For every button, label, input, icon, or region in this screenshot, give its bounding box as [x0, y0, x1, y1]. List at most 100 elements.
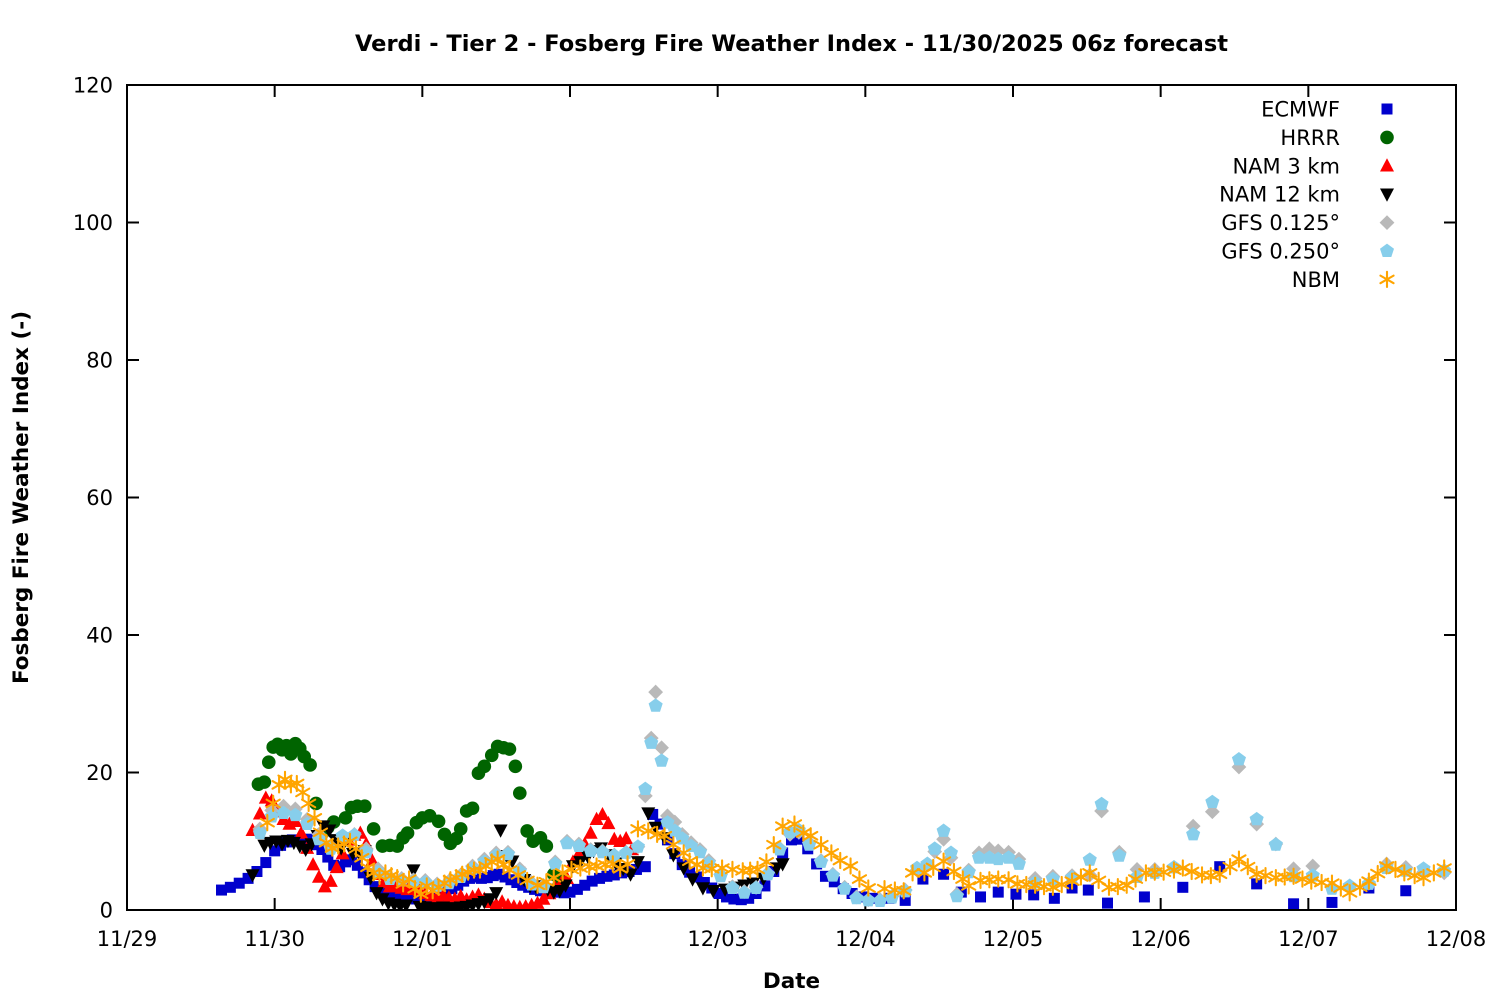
x-tick-label: 12/01 [392, 927, 453, 951]
data-point [1288, 898, 1300, 909]
data-point [825, 868, 840, 882]
data-point [899, 894, 911, 906]
data-point [257, 775, 272, 789]
y-axis-label: Fosberg Fire Weather Index (-) [9, 311, 34, 684]
data-point [261, 755, 276, 769]
legend-label: HRRR [1280, 126, 1340, 150]
data-point [252, 806, 267, 820]
data-point [849, 890, 864, 905]
data-point [512, 786, 527, 800]
data-point [269, 845, 281, 857]
data-point [1001, 850, 1016, 864]
data-point [665, 836, 681, 854]
data-point [1203, 866, 1219, 885]
data-point [975, 891, 987, 903]
data-point [735, 894, 747, 906]
data-point [1251, 878, 1263, 890]
data-point [1222, 858, 1238, 876]
data-point [1240, 858, 1256, 876]
legend-item-nbm: NBM [1292, 268, 1395, 292]
data-point [946, 862, 962, 881]
data-point [405, 891, 417, 903]
data-point [795, 824, 811, 842]
data-point [842, 857, 859, 875]
data-point [477, 759, 492, 774]
data-point [400, 826, 415, 840]
data-point [638, 781, 653, 795]
data-point [490, 850, 506, 868]
data-point [1326, 896, 1338, 908]
data-point [1249, 811, 1264, 826]
data-point [440, 886, 452, 898]
data-point [499, 871, 511, 883]
data-point [571, 883, 583, 895]
data-point [309, 796, 323, 811]
data-point [583, 843, 598, 857]
data-point [684, 838, 699, 852]
data-point [1212, 865, 1228, 883]
x-tick-label: 11/30 [244, 927, 305, 951]
series-ecmwf [216, 808, 1412, 909]
data-point [493, 824, 508, 838]
data-point [619, 831, 634, 845]
data-point [586, 875, 598, 887]
data-point [560, 835, 575, 850]
data-point [1082, 864, 1098, 882]
data-point [298, 843, 313, 857]
y-tick-label: 120 [73, 74, 113, 98]
y-tick-label: 100 [73, 211, 113, 235]
data-point [607, 848, 622, 862]
data-point [943, 845, 958, 859]
data-point [640, 822, 656, 840]
data-point [721, 891, 733, 903]
data-point [511, 877, 523, 888]
data-point [416, 894, 428, 906]
data-point [252, 825, 267, 839]
data-point [1186, 827, 1201, 841]
data-point [579, 879, 591, 891]
data-point [548, 856, 563, 870]
legend-item-ecmwf: ECMWF [1261, 98, 1393, 122]
data-point [828, 876, 840, 888]
data-point [539, 839, 554, 853]
data-point [277, 770, 293, 789]
data-point [493, 868, 505, 880]
data-point [260, 857, 272, 869]
plot-border [126, 84, 1457, 911]
data-point [276, 805, 291, 819]
data-point [972, 871, 989, 890]
x-tick-label: 12/07 [1278, 927, 1339, 951]
data-point [1231, 850, 1247, 868]
data-point [1184, 862, 1200, 881]
data-point [265, 794, 281, 813]
data-point [1231, 752, 1246, 766]
data-point [619, 855, 636, 873]
data-point [1101, 878, 1117, 896]
x-tick-label: 12/08 [1426, 927, 1487, 951]
data-point [316, 844, 328, 855]
data-point [1054, 875, 1070, 894]
data-point [1102, 897, 1114, 909]
data-point [224, 881, 236, 893]
data-point [387, 891, 399, 903]
data-point [936, 823, 951, 837]
data-point [483, 893, 498, 907]
data-point [303, 758, 317, 772]
data-point [410, 893, 422, 905]
data-point [949, 888, 964, 903]
y-tick-label: 60 [86, 486, 113, 510]
legend-marker-circle-icon [1380, 130, 1394, 145]
legend-item-nam-12-km: NAM 12 km [1219, 183, 1394, 207]
data-point [692, 844, 707, 859]
data-point [529, 876, 546, 894]
legend-marker-asterisk-icon [1379, 270, 1395, 289]
data-point [766, 836, 782, 854]
data-point [1407, 866, 1423, 885]
chart-title: Verdi - Tier 2 - Fosberg Fire Weather In… [355, 31, 1228, 57]
data-point [660, 815, 675, 829]
data-point [1011, 856, 1026, 870]
legend-label: NAM 12 km [1219, 183, 1340, 207]
data-point [295, 783, 311, 802]
data-point [1387, 860, 1404, 879]
data-point [1249, 865, 1265, 883]
